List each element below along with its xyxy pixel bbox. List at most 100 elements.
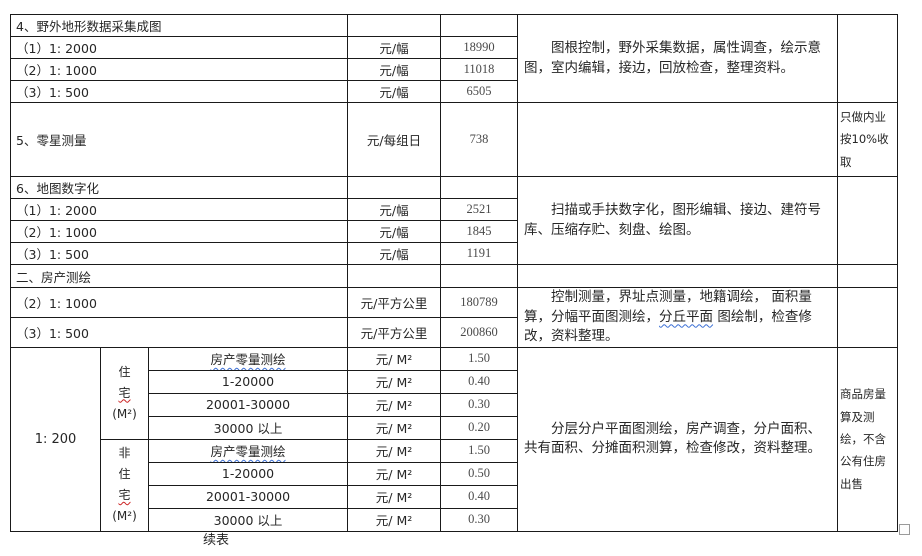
table-row: （1）1: 2000 元/幅 2521 <box>9 198 898 221</box>
group4-header-cell: 4、野外地形数据采集成图 <box>9 14 349 37</box>
table-row: 5、零星测量 元/每组日 738 只做内业按10%收取 <box>9 102 899 177</box>
unit-cell: 元/平方公里 <box>347 287 442 318</box>
price-cell: 180789 <box>440 287 519 318</box>
sub-item-cell: 30000 以上 <box>147 415 349 440</box>
price-cell: 2521 <box>440 198 519 221</box>
non-residential-char: 宅 <box>118 488 131 503</box>
price-cell: 1845 <box>440 220 519 243</box>
empty-price-cell <box>440 14 519 37</box>
item-label-cell: （2）1: 1000 <box>9 287 349 318</box>
empty-unit-cell <box>347 14 442 37</box>
price-cell: 1191 <box>440 242 519 265</box>
unit-cell: 元/ M² <box>347 484 442 509</box>
group5-header-cell: 5、零星测量 <box>9 102 349 177</box>
price-cell: 0.20 <box>440 415 519 440</box>
sub-item-cell: 1-20000 <box>147 369 349 394</box>
table-row: 1-20000 元/ M² 0.50 <box>11 461 898 486</box>
price-cell: 11018 <box>440 58 519 81</box>
item-label-cell: （3）1: 500 <box>9 80 349 103</box>
sub-item-cell: 20001-30000 <box>147 484 349 509</box>
price-cell: 200860 <box>440 316 519 348</box>
sub-item-cell: 房产零量测绘 <box>147 438 349 463</box>
unit-cell: 元/ M² <box>347 461 442 486</box>
unit-cell: 元/幅 <box>347 80 442 103</box>
group4-description-cell: 图根控制，野外采集数据，属性调查，绘示意图，室内编辑，接边，回放检查，整理资料。 <box>517 14 839 103</box>
group4-description: 图根控制，野外采集数据，属性调查，绘示意图，室内编辑，接边，回放检查，整理资料。 <box>524 39 822 76</box>
section2-description-cell: 控制测量，界址点测量，地籍调绘， 面积量算，分幅平面图测绘，分丘平面 图绘制，检… <box>517 287 839 348</box>
empty-unit-cell <box>347 176 442 199</box>
residential-label-cell: 住 宅 (M²) <box>100 346 149 440</box>
unit-cell: 元/幅 <box>347 36 442 59</box>
scale-section-description: 分层分户平面图测绘，房产调查，分户面积、共有面积、分摊面积测算，检查修改，资料整… <box>524 420 822 457</box>
item-label-cell: （2）1: 1000 <box>9 58 349 81</box>
group6-header-cell: 6、地图数字化 <box>9 176 349 199</box>
group4-note-cell <box>837 14 899 103</box>
item-label-cell: （3）1: 500 <box>9 242 349 265</box>
table-row: （2）1: 1000 元/平方公里 180789 控制测量，界址点测量，地籍调绘… <box>9 287 899 348</box>
non-residential-label-cell: 非 住 宅 (M²) <box>100 438 149 532</box>
sub-item-cell: 房产零量测绘 <box>147 346 349 371</box>
table-row: （2）1: 1000 元/幅 11018 <box>9 58 898 81</box>
price-cell: 0.50 <box>440 461 519 486</box>
continued-table-label: 续表 <box>203 533 230 548</box>
empty-price-cell <box>440 176 519 199</box>
scale-label-cell: 1: 200 <box>10 346 101 532</box>
section2-header-cell: 二、房产测绘 <box>9 264 349 288</box>
unit-cell: 元/ M² <box>347 392 442 417</box>
group5-note-cell: 只做内业按10%收取 <box>837 102 899 177</box>
item-label-cell: （1）1: 2000 <box>9 198 349 221</box>
unit-cell: 元/幅 <box>347 58 442 81</box>
sub-item-cell: 30000 以上 <box>147 507 349 532</box>
price-cell: 0.30 <box>440 392 519 417</box>
table-resize-handle[interactable] <box>899 524 910 535</box>
group6-description-cell: 扫描或手扶数字化，图形编辑、接边、建符号库、压缩存贮、刻盘、绘图。 <box>517 176 839 265</box>
scale-section-note-cell: 商品房量算及测绘，不含公有住房出售 <box>837 346 899 532</box>
table-row: 20001-30000 元/ M² 0.30 <box>11 392 898 417</box>
price-cell: 0.40 <box>440 369 519 394</box>
spellcheck-underlined-text: 分丘平面 <box>659 308 714 325</box>
empty-description-cell <box>517 102 839 177</box>
table-row: 4、野外地形数据采集成图 图根控制，野外采集数据，属性调查，绘示意图，室内编辑，… <box>9 14 899 103</box>
item-label-cell: （3）1: 500 <box>9 316 349 348</box>
table-row: 30000 以上 元/ M² 0.20 <box>11 415 898 440</box>
price-cell: 0.40 <box>440 484 519 509</box>
scale-section-description-cell: 分层分户平面图测绘，房产调查，分户面积、共有面积、分摊面积测算，检查修改，资料整… <box>517 346 839 532</box>
description-text: 图绘制，检查修改，资料整理。 <box>524 308 812 345</box>
table-row: 30000 以上 元/ M² 0.30 <box>11 507 898 532</box>
empty-note-cell <box>837 264 899 288</box>
group6-description: 扫描或手扶数字化，图形编辑、接边、建符号库、压缩存贮、刻盘、绘图。 <box>524 201 822 238</box>
unit-cell: 元/幅 <box>347 242 442 265</box>
non-residential-char: 非 <box>118 446 131 461</box>
fee-schedule-table: 4、野外地形数据采集成图 图根控制，野外采集数据，属性调查，绘示意图，室内编辑，… <box>9 14 899 532</box>
price-cell: 738 <box>440 102 519 177</box>
table-row: 二、房产测绘 <box>9 264 899 288</box>
unit-cell: 元/ M² <box>347 346 442 371</box>
price-cell: 18990 <box>440 36 519 59</box>
table-row: （3）1: 500 元/幅 1191 <box>9 242 898 265</box>
non-residential-unit-label: (M²) <box>112 509 137 524</box>
unit-cell: 元/平方公里 <box>347 316 442 348</box>
residential-char: 宅 <box>118 385 131 400</box>
section2-description: 控制测量，界址点测量，地籍调绘， 面积量算，分幅平面图测绘，分丘平面 图绘制，检… <box>524 288 831 346</box>
unit-cell: 元/ M² <box>347 415 442 440</box>
description-text: 控制测量，界址点测量，地籍调绘， 面积量算，分幅平面图测绘， <box>524 289 812 325</box>
residential-unit-label: (M²) <box>112 406 137 421</box>
empty-description-cell <box>517 264 839 288</box>
sub-item-cell: 20001-30000 <box>147 392 349 417</box>
residential-char: 住 <box>118 364 131 379</box>
item-label-cell: （1）1: 2000 <box>9 36 349 59</box>
item-label-cell: （2）1: 1000 <box>9 220 349 243</box>
empty-unit-cell <box>347 264 442 288</box>
unit-cell: 元/ M² <box>347 369 442 394</box>
table-row: （3）1: 500 元/平方公里 200860 <box>9 316 898 348</box>
unit-cell: 元/ M² <box>347 507 442 532</box>
unit-cell: 元/ M² <box>347 438 442 463</box>
empty-note-cell <box>837 287 899 348</box>
table-row: （2）1: 1000 元/幅 1845 <box>9 220 898 243</box>
table-row: 20001-30000 元/ M² 0.40 <box>11 484 898 509</box>
table-row: （1）1: 2000 元/幅 18990 <box>9 36 898 59</box>
price-cell: 1.50 <box>440 346 519 371</box>
price-cell: 1.50 <box>440 438 519 463</box>
price-cell: 0.30 <box>440 507 519 532</box>
